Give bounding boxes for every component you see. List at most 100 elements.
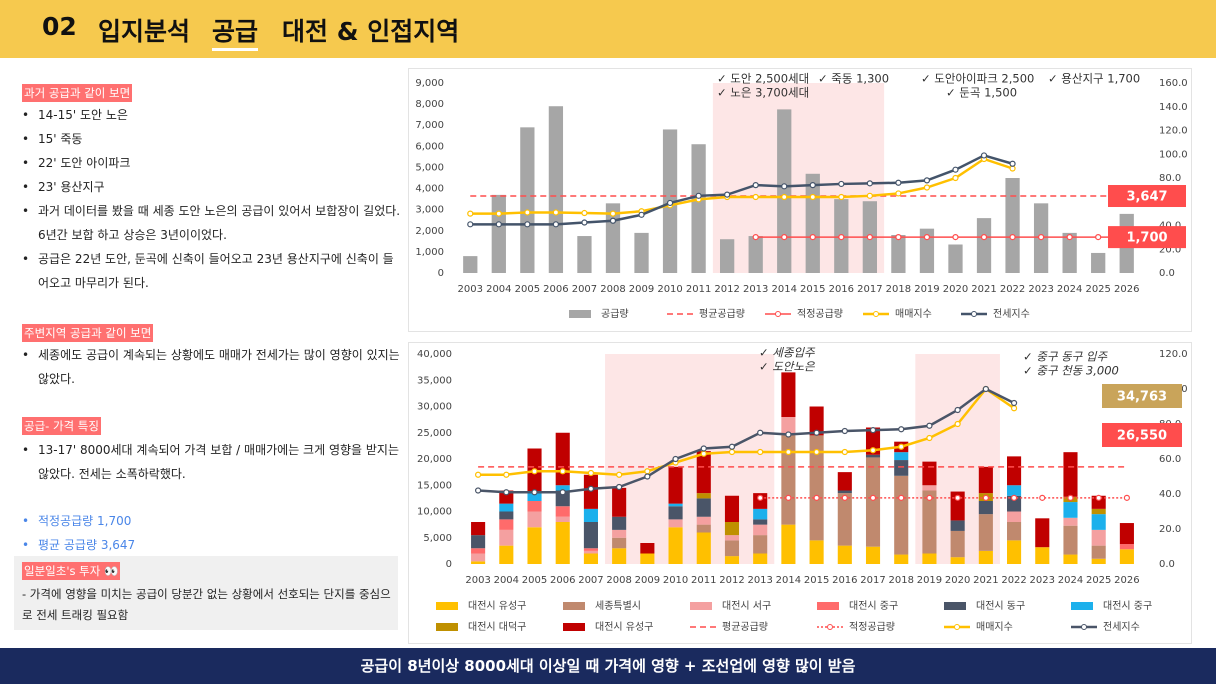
x-tick-label: 2022 — [1001, 575, 1026, 586]
line-marker — [1038, 234, 1045, 241]
value-label: 3,647 — [1126, 190, 1167, 205]
y2-tick-label: 140.0 — [1159, 102, 1188, 113]
x-tick-label: 2019 — [917, 575, 942, 586]
bar — [809, 435, 824, 541]
legend-label: 대전시 유성구 — [595, 621, 653, 633]
bar — [1007, 540, 1022, 564]
y-tick-label: 30,000 — [417, 402, 452, 413]
bar — [837, 490, 852, 494]
line-marker — [503, 471, 510, 478]
bar — [1005, 178, 1020, 273]
line-marker — [475, 487, 482, 494]
bar — [1091, 508, 1106, 515]
line-marker — [495, 221, 502, 228]
legend-swatch — [944, 602, 966, 610]
section-heading: 주변지역 공급과 같이 보면 — [22, 324, 154, 342]
line-marker — [559, 489, 566, 496]
bar — [691, 144, 706, 273]
legend-marker — [873, 311, 879, 317]
bar — [668, 519, 683, 528]
y-tick-label: 7,000 — [415, 120, 444, 131]
bar — [1007, 511, 1022, 522]
bar — [978, 514, 993, 551]
x-tick-label: 2005 — [522, 575, 547, 586]
bar — [640, 543, 655, 554]
line-marker — [866, 234, 873, 241]
header-title: 입지분석 — [98, 17, 191, 46]
bar — [1091, 529, 1106, 546]
y-tick-label: 10,000 — [417, 507, 452, 518]
annotation: ✓ 도안 2,500세대 — [717, 72, 809, 86]
line-marker — [954, 420, 961, 428]
x-tick-label: 2007 — [572, 284, 597, 295]
line-marker — [952, 166, 959, 173]
bar — [753, 508, 768, 520]
bullet: 세종에도 공급이 계속되는 상황에도 매매가 전세가는 많이 영향이 있지는 않… — [22, 343, 403, 391]
bar — [724, 495, 740, 522]
y-tick-label: 8,000 — [415, 99, 444, 110]
line-marker — [1010, 399, 1018, 407]
line-marker — [700, 450, 707, 457]
y-tick-label: 5,000 — [423, 533, 452, 544]
line-marker — [954, 406, 961, 414]
bar — [577, 236, 592, 273]
bullet: 과거 데이터를 봤을 때 세종 도안 노은의 공급이 있어서 보합장이 길었다.… — [22, 199, 403, 247]
bar — [471, 535, 486, 549]
bar — [696, 451, 711, 494]
bar — [1007, 456, 1022, 486]
legend-label: 적정공급량 — [797, 308, 843, 320]
y2-tick-label: 60.0 — [1159, 454, 1181, 465]
bar — [499, 503, 514, 512]
x-tick-label: 2026 — [1114, 284, 1139, 295]
line-marker — [923, 234, 931, 241]
bullet: 15' 죽동 — [22, 127, 403, 151]
bar — [753, 535, 768, 554]
line-marker — [841, 448, 848, 456]
bar — [696, 498, 711, 517]
line-marker — [524, 221, 531, 228]
line-marker — [898, 443, 905, 450]
bar — [668, 503, 683, 507]
bar — [555, 432, 570, 486]
x-tick-label: 2006 — [550, 575, 575, 586]
line-marker — [898, 494, 905, 501]
line-marker — [952, 174, 959, 182]
bar — [548, 106, 564, 273]
line-marker — [866, 192, 873, 199]
x-tick-label: 2024 — [1057, 284, 1082, 295]
x-tick-label: 2021 — [973, 575, 998, 586]
legend-swatch — [569, 310, 591, 318]
bar — [865, 546, 881, 564]
line-marker — [841, 427, 848, 435]
line-marker — [866, 180, 873, 187]
legend-label: 적정공급량 — [849, 621, 895, 633]
bar — [583, 548, 598, 551]
y-tick-label: 1,000 — [415, 247, 444, 258]
highlight-bullet: 적정공급량 1,700 — [22, 509, 403, 533]
line — [478, 387, 1015, 477]
legend-label: 대전시 대덕구 — [468, 621, 526, 633]
bar — [634, 232, 649, 273]
y2-tick-label: 160.0 — [1159, 78, 1188, 89]
bar — [748, 236, 763, 273]
line-marker — [666, 199, 674, 207]
bar — [1091, 252, 1106, 273]
line-marker — [503, 489, 510, 496]
line-marker — [524, 209, 531, 216]
line-marker — [838, 180, 845, 188]
bar — [781, 417, 796, 436]
line-marker — [841, 494, 848, 501]
x-tick-label: 2018 — [886, 284, 911, 295]
bar — [950, 530, 965, 558]
bar — [583, 522, 598, 549]
header-highlight: 공급 — [212, 12, 259, 51]
x-tick-label: 2012 — [714, 284, 739, 295]
bar — [668, 527, 683, 564]
callout: 34,763 — [1117, 390, 1167, 405]
line-marker — [757, 494, 764, 501]
bar — [1119, 549, 1134, 564]
bar — [491, 194, 506, 273]
legend-label: 공급량 — [601, 308, 629, 320]
box-heading: 일분일초's 투자 👀 — [22, 562, 121, 580]
annotation: ✓ 중구 천동 3,000 — [1023, 364, 1119, 378]
